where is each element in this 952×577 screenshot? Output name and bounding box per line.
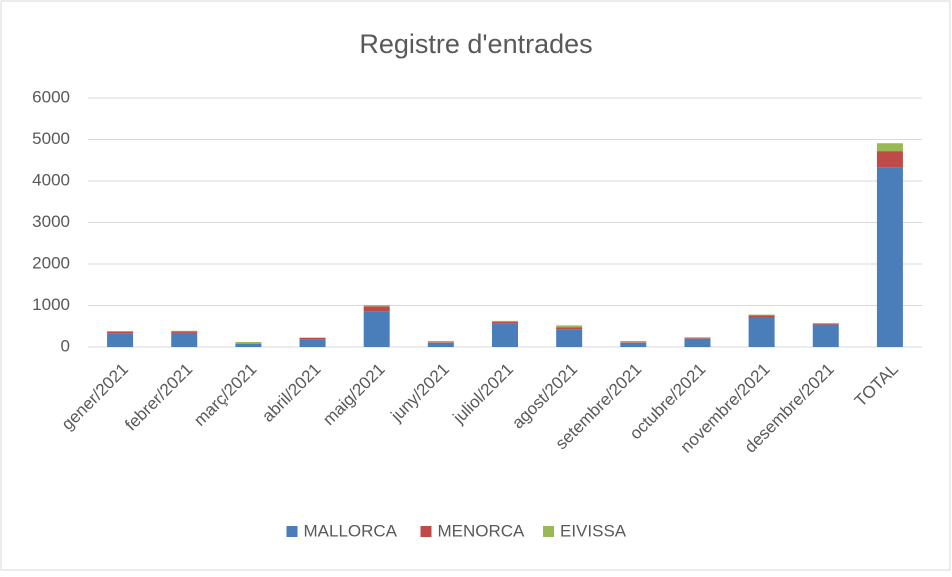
bar-segment xyxy=(877,167,903,347)
y-tick-label: 6000 xyxy=(32,87,70,106)
bar-segment xyxy=(749,318,775,347)
y-tick-label: 4000 xyxy=(32,170,70,189)
bar-segment xyxy=(877,151,903,167)
bar-segment xyxy=(813,324,839,325)
bar-segment xyxy=(428,341,454,342)
bar-segment xyxy=(813,325,839,347)
bar-segment xyxy=(107,333,133,347)
bar-segment xyxy=(107,331,133,332)
legend-swatch xyxy=(421,526,432,537)
y-tick-label: 0 xyxy=(61,336,70,355)
bar-segment xyxy=(684,337,710,338)
bar-segment xyxy=(620,341,646,342)
legend-label: MENORCA xyxy=(438,521,526,540)
legend-swatch xyxy=(543,526,554,537)
bar-segment xyxy=(492,321,518,322)
y-tick-label: 2000 xyxy=(32,253,70,272)
bar-segment xyxy=(107,332,133,334)
bar-segment xyxy=(428,342,454,343)
bar-segment xyxy=(620,343,646,347)
bar-segment xyxy=(171,331,197,333)
bar-segment xyxy=(235,342,261,343)
y-tick-label: 1000 xyxy=(32,295,70,314)
bar-segment xyxy=(749,315,775,316)
bar-segment xyxy=(749,315,775,317)
y-tick-label: 3000 xyxy=(32,212,70,231)
bar-segment xyxy=(235,344,261,347)
bar-segment xyxy=(300,338,326,339)
chart-title: Registre d'entrades xyxy=(359,29,592,59)
bar-segment xyxy=(364,306,390,311)
legend-swatch xyxy=(287,526,298,537)
bar-segment xyxy=(492,324,518,347)
bar-segment xyxy=(556,325,582,327)
bar-segment xyxy=(171,333,197,347)
bar-segment xyxy=(877,143,903,151)
y-tick-label: 5000 xyxy=(32,129,70,148)
bar-segment xyxy=(492,322,518,324)
bar-segment xyxy=(684,338,710,339)
bar-segment xyxy=(556,329,582,347)
legend-label: EIVISSA xyxy=(560,521,627,540)
bar-segment xyxy=(364,305,390,306)
bar-segment xyxy=(428,343,454,347)
bar-segment xyxy=(620,342,646,343)
bar-segment xyxy=(684,339,710,347)
bar-segment xyxy=(364,312,390,347)
bar-segment xyxy=(300,339,326,347)
bar-segment xyxy=(556,327,582,329)
legend-label: MALLORCA xyxy=(304,521,398,540)
bar-segment xyxy=(813,323,839,324)
